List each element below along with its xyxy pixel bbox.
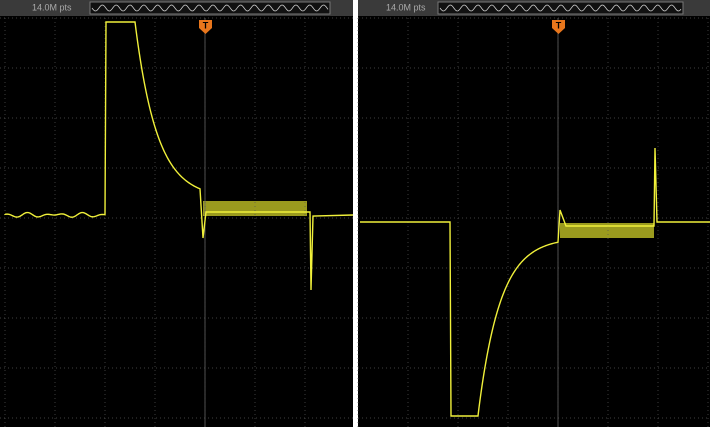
memory-depth: 14.0M pts [386, 2, 426, 12]
memory-depth: 14.0M pts [32, 2, 72, 12]
trigger-label: T [203, 20, 209, 30]
trigger-label: T [556, 20, 562, 30]
waveform-band [203, 201, 307, 216]
page: 14.0M pts T 14.0M pts T (() => { const d… [0, 0, 710, 427]
waveform-band [560, 223, 654, 238]
oscilloscope-screens: 14.0M pts T 14.0M pts T [0, 0, 710, 427]
overview-box [90, 2, 330, 14]
